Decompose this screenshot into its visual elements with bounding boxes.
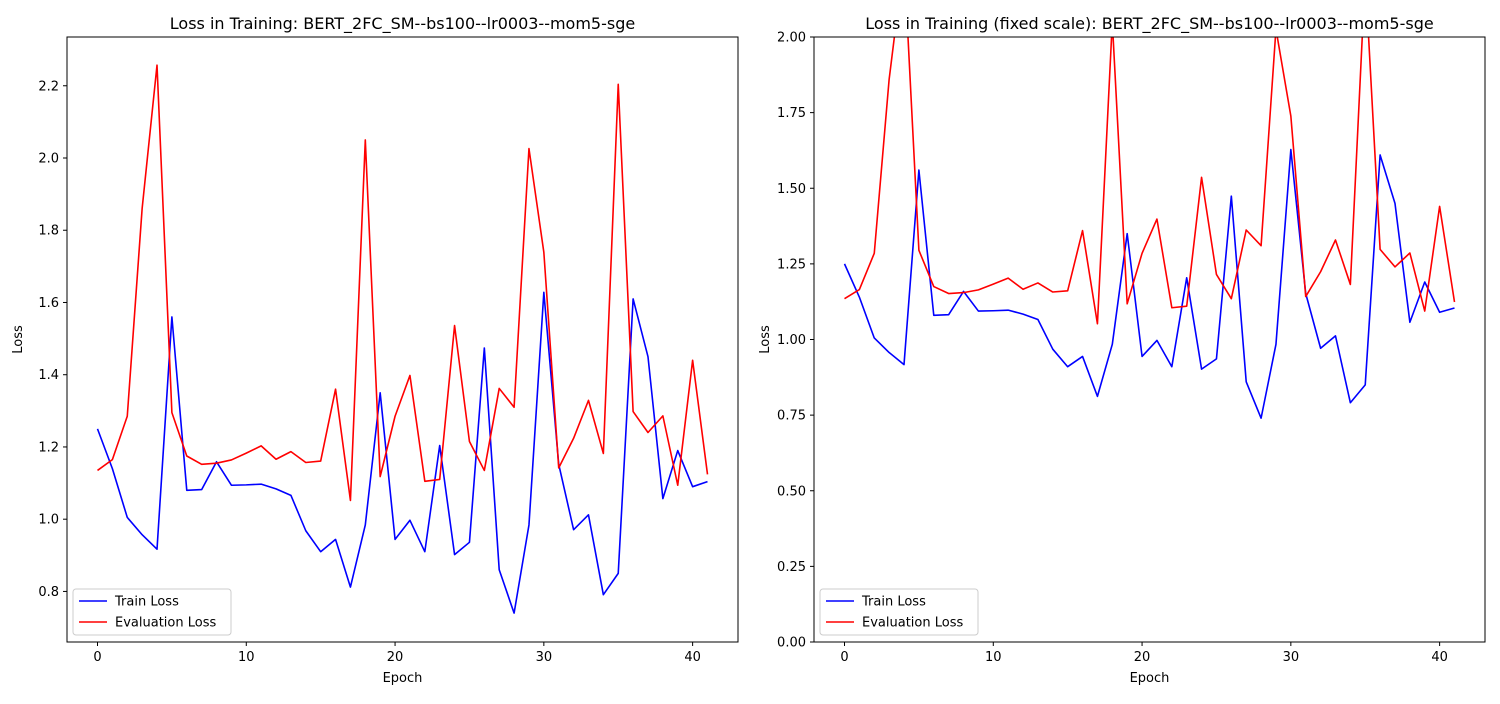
x-axis-label: Epoch [383, 671, 423, 686]
y-axis-label: Loss [11, 325, 26, 354]
y-tick-label: 0.00 [777, 636, 806, 651]
y-tick-label: 1.75 [777, 106, 806, 121]
y-tick-label: 1.25 [777, 257, 806, 272]
legend-entry: Train Loss [861, 595, 926, 610]
series-line-train-loss [843, 148, 1455, 419]
legend-box [819, 588, 979, 636]
x-tick-label: 20 [387, 650, 404, 665]
y-tick-label: 0.25 [777, 560, 806, 575]
x-tick-label: 0 [840, 650, 848, 665]
y-tick-label: 2.00 [777, 31, 806, 46]
y-tick-label: 1.8 [38, 224, 59, 239]
x-tick-label: 10 [985, 650, 1002, 665]
legend-entry: Evaluation Loss [115, 616, 216, 631]
plot-frame [66, 36, 739, 643]
plot-frame [813, 36, 1486, 643]
y-tick-label: 0.50 [777, 484, 806, 499]
legend: Train Loss Evaluation Loss [819, 588, 979, 636]
x-tick-label: 30 [1283, 650, 1300, 665]
y-tick-label: 2.0 [38, 152, 59, 167]
chart-title: Loss in Training: BERT_2FC_SM--bs100--lr… [170, 14, 635, 34]
x-tick-label: 30 [536, 650, 553, 665]
y-tick-label: 1.00 [777, 333, 806, 348]
x-axis-label: Epoch [1130, 671, 1170, 686]
x-tick-label: 40 [1431, 650, 1448, 665]
y-axis-label: Loss [758, 325, 773, 354]
x-tick-label: 0 [93, 650, 101, 665]
series-line-evaluation-loss [97, 64, 709, 502]
chart-2: Loss in Training (fixed scale): BERT_2FC… [758, 14, 1486, 686]
y-tick-label: 1.2 [38, 440, 59, 455]
legend-box [72, 588, 232, 636]
y-tick-label: 1.50 [777, 182, 806, 197]
legend: Train Loss Evaluation Loss [72, 588, 232, 636]
legend-entry: Train Loss [114, 595, 179, 610]
chart-title: Loss in Training (fixed scale): BERT_2FC… [865, 14, 1433, 34]
chart-1: Loss in Training: BERT_2FC_SM--bs100--lr… [11, 14, 739, 686]
x-tick-label: 10 [238, 650, 255, 665]
x-tick-label: 40 [684, 650, 701, 665]
series-line-train-loss [96, 291, 708, 614]
y-tick-label: 1.0 [38, 513, 59, 528]
x-tick-label: 20 [1134, 650, 1151, 665]
y-tick-label: 1.6 [38, 296, 59, 311]
y-tick-label: 2.2 [38, 79, 59, 94]
y-tick-label: 0.8 [38, 585, 59, 600]
legend-entry: Evaluation Loss [862, 616, 963, 631]
series-line-evaluation-loss [844, 37, 1456, 325]
y-tick-label: 1.4 [38, 368, 59, 383]
y-tick-label: 0.75 [777, 409, 806, 424]
